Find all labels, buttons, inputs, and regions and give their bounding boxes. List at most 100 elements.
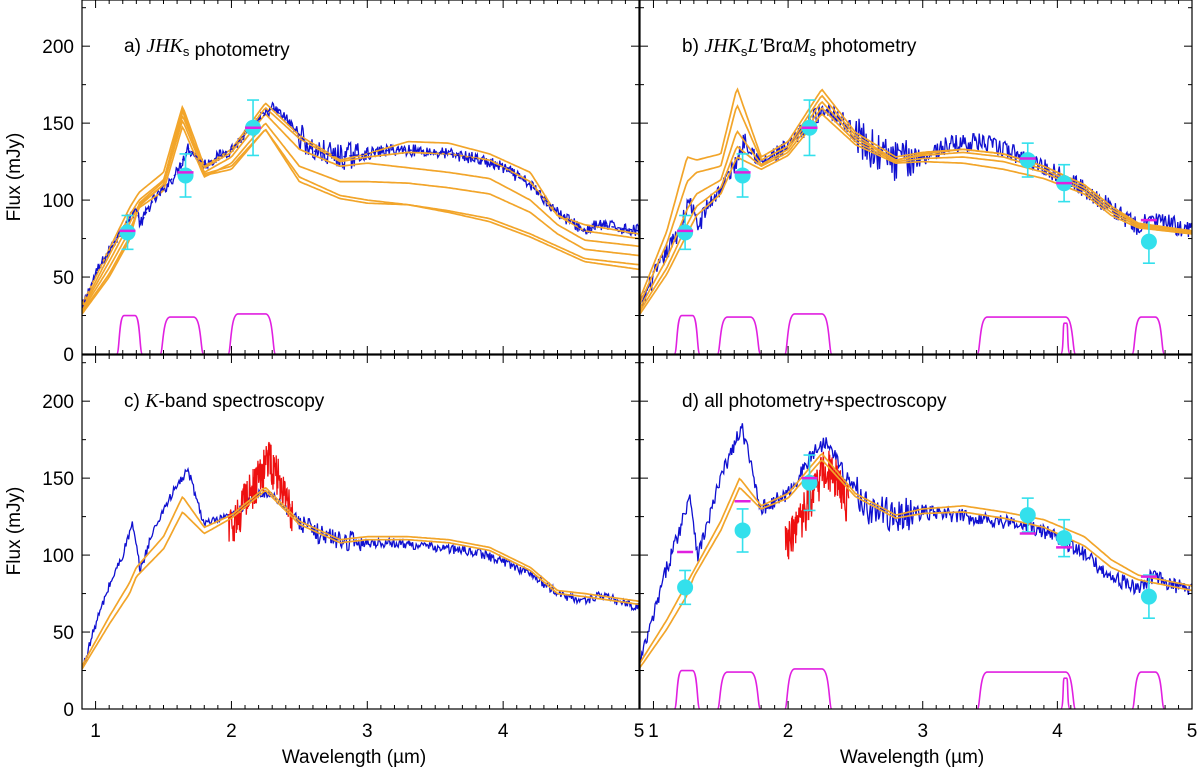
plot-area-b	[640, 87, 1192, 354]
model-curve-a-4	[82, 122, 639, 312]
observed-point-a-2	[177, 153, 194, 198]
panel-label-math2: L′	[746, 35, 763, 57]
highres-spectrum-c	[228, 441, 294, 542]
x-tick-label: 3	[362, 721, 373, 742]
panel-label-math: JHK	[704, 35, 742, 57]
ticks-c	[81, 355, 640, 710]
filter-curve-lp	[976, 316, 1077, 354]
model-curve-b-5	[640, 113, 1192, 315]
y-tick-label: 150	[42, 114, 74, 135]
panel-frame-c	[81, 354, 640, 710]
panel-label-sub3: s	[810, 44, 817, 59]
x-tick-label: 4	[498, 721, 509, 742]
model-curve-d-1	[640, 452, 1192, 664]
panel-label-math: JHK	[146, 35, 184, 57]
filter-curve-j	[115, 314, 144, 354]
observed-point-b-1	[677, 214, 694, 251]
model-curve-a-6	[82, 106, 639, 315]
filter-curve-j	[673, 669, 701, 709]
observed-point-d-2	[734, 508, 751, 553]
observed-marker	[677, 224, 694, 241]
filter-curve-br-alpha	[1059, 677, 1071, 709]
x-tick-label: 5	[1187, 721, 1198, 742]
spectrum-line-d	[640, 423, 1192, 662]
filter-curve-ks	[227, 313, 277, 354]
model-curve-b-3	[640, 100, 1192, 309]
observed-marker	[1140, 588, 1157, 605]
panel-c: 0 50 100 150 200 1 2 3 4 5 c) K-band spectroscopy	[42, 354, 645, 742]
panel-a: 0 50 100 150 200 a) JHKs photometry	[42, 0, 640, 366]
model-curve-c-1	[82, 486, 639, 667]
y-tick-label: 50	[53, 623, 74, 644]
observed-marker	[734, 522, 751, 539]
model-curve-b-4	[640, 106, 1192, 312]
panel-frame-a	[81, 0, 640, 355]
filter-curve-j	[673, 314, 701, 354]
model-curve-a-3	[82, 113, 639, 310]
panel-label-prefix: d)	[682, 391, 704, 412]
model-curve-b-1	[640, 87, 1192, 299]
y-tick-label: 0	[63, 700, 74, 721]
model-curve-a-2	[82, 106, 639, 309]
filter-curve-h	[716, 316, 762, 354]
y-tick-label: 100	[42, 191, 74, 212]
model-curve-a-1	[82, 102, 639, 306]
panel-label-math3: M	[792, 35, 811, 57]
panel-label-suffix: photometry	[189, 40, 290, 61]
plot-area-a	[82, 99, 639, 354]
spectrum-line-a	[82, 101, 639, 307]
x-axis-label-left: Wavelength (µm)	[282, 747, 426, 768]
observed-point-d-5	[1056, 518, 1073, 558]
panel-label-suffix: -band spectroscopy	[158, 391, 324, 412]
filter-curve-ms	[1131, 316, 1166, 354]
observed-marker	[677, 579, 694, 596]
x-tick-label: 4	[1052, 721, 1063, 742]
panel-label-sub: s	[741, 44, 748, 59]
observed-marker	[1140, 233, 1157, 250]
ticks-a	[81, 0, 640, 355]
observed-point-d-1	[677, 569, 694, 606]
plot-area-c	[82, 441, 639, 670]
filter-curve-h	[716, 671, 762, 709]
panel-label-sub: s	[183, 44, 190, 59]
x-tick-label: 5	[634, 721, 645, 742]
x-tick-label: 2	[226, 721, 237, 742]
filter-curve-ms	[1131, 671, 1166, 709]
panel-label-c: c) K-band spectroscopy	[124, 390, 325, 412]
filter-curve-br-alpha	[1059, 322, 1071, 354]
x-tick-label: 2	[783, 721, 794, 742]
panel-label-b: b) JHKsL′BrαMs photometry	[682, 35, 917, 59]
model-curve-d-2	[640, 458, 1192, 668]
panel-label-d: d) all photometry+spectroscopy	[682, 391, 947, 412]
ticks-d	[639, 355, 1193, 710]
model-curve-c-2	[82, 489, 639, 670]
highres-spectrum-d	[784, 450, 850, 560]
y-axis-label-bottom: Flux (mJy)	[4, 487, 25, 576]
y-tick-label: 0	[63, 345, 74, 366]
observed-marker	[1019, 152, 1036, 169]
best-fit-dashed-a	[82, 107, 639, 309]
filter-curve-ks	[783, 313, 833, 354]
filter-curve-lp	[976, 671, 1077, 709]
x-tick-label: 1	[648, 721, 659, 742]
observed-marker	[734, 167, 751, 184]
filter-curve-h	[159, 316, 205, 354]
observed-marker	[177, 167, 194, 184]
y-tick-label: 200	[42, 37, 74, 58]
observed-marker	[119, 224, 136, 241]
model-curve-b-2	[640, 94, 1192, 304]
panel-label-suffix: all photometry+spectroscopy	[704, 391, 947, 412]
panel-label-prefix: a)	[124, 36, 146, 57]
plot-area-d	[640, 423, 1192, 709]
observed-point-d-4	[1019, 497, 1036, 533]
y-tick-label: 200	[42, 392, 74, 413]
panel-d: 1 2 3 4 5 d) all photometry+spectroscopy	[639, 354, 1198, 742]
x-tick-label: 3	[917, 721, 928, 742]
observed-point-b-4	[1019, 142, 1036, 178]
panel-label-suffix: photometry	[821, 36, 917, 57]
observed-marker	[1056, 530, 1073, 547]
y-tick-label: 50	[53, 268, 74, 289]
spectrum-line-c	[82, 466, 639, 669]
ticks-b	[639, 0, 1193, 355]
